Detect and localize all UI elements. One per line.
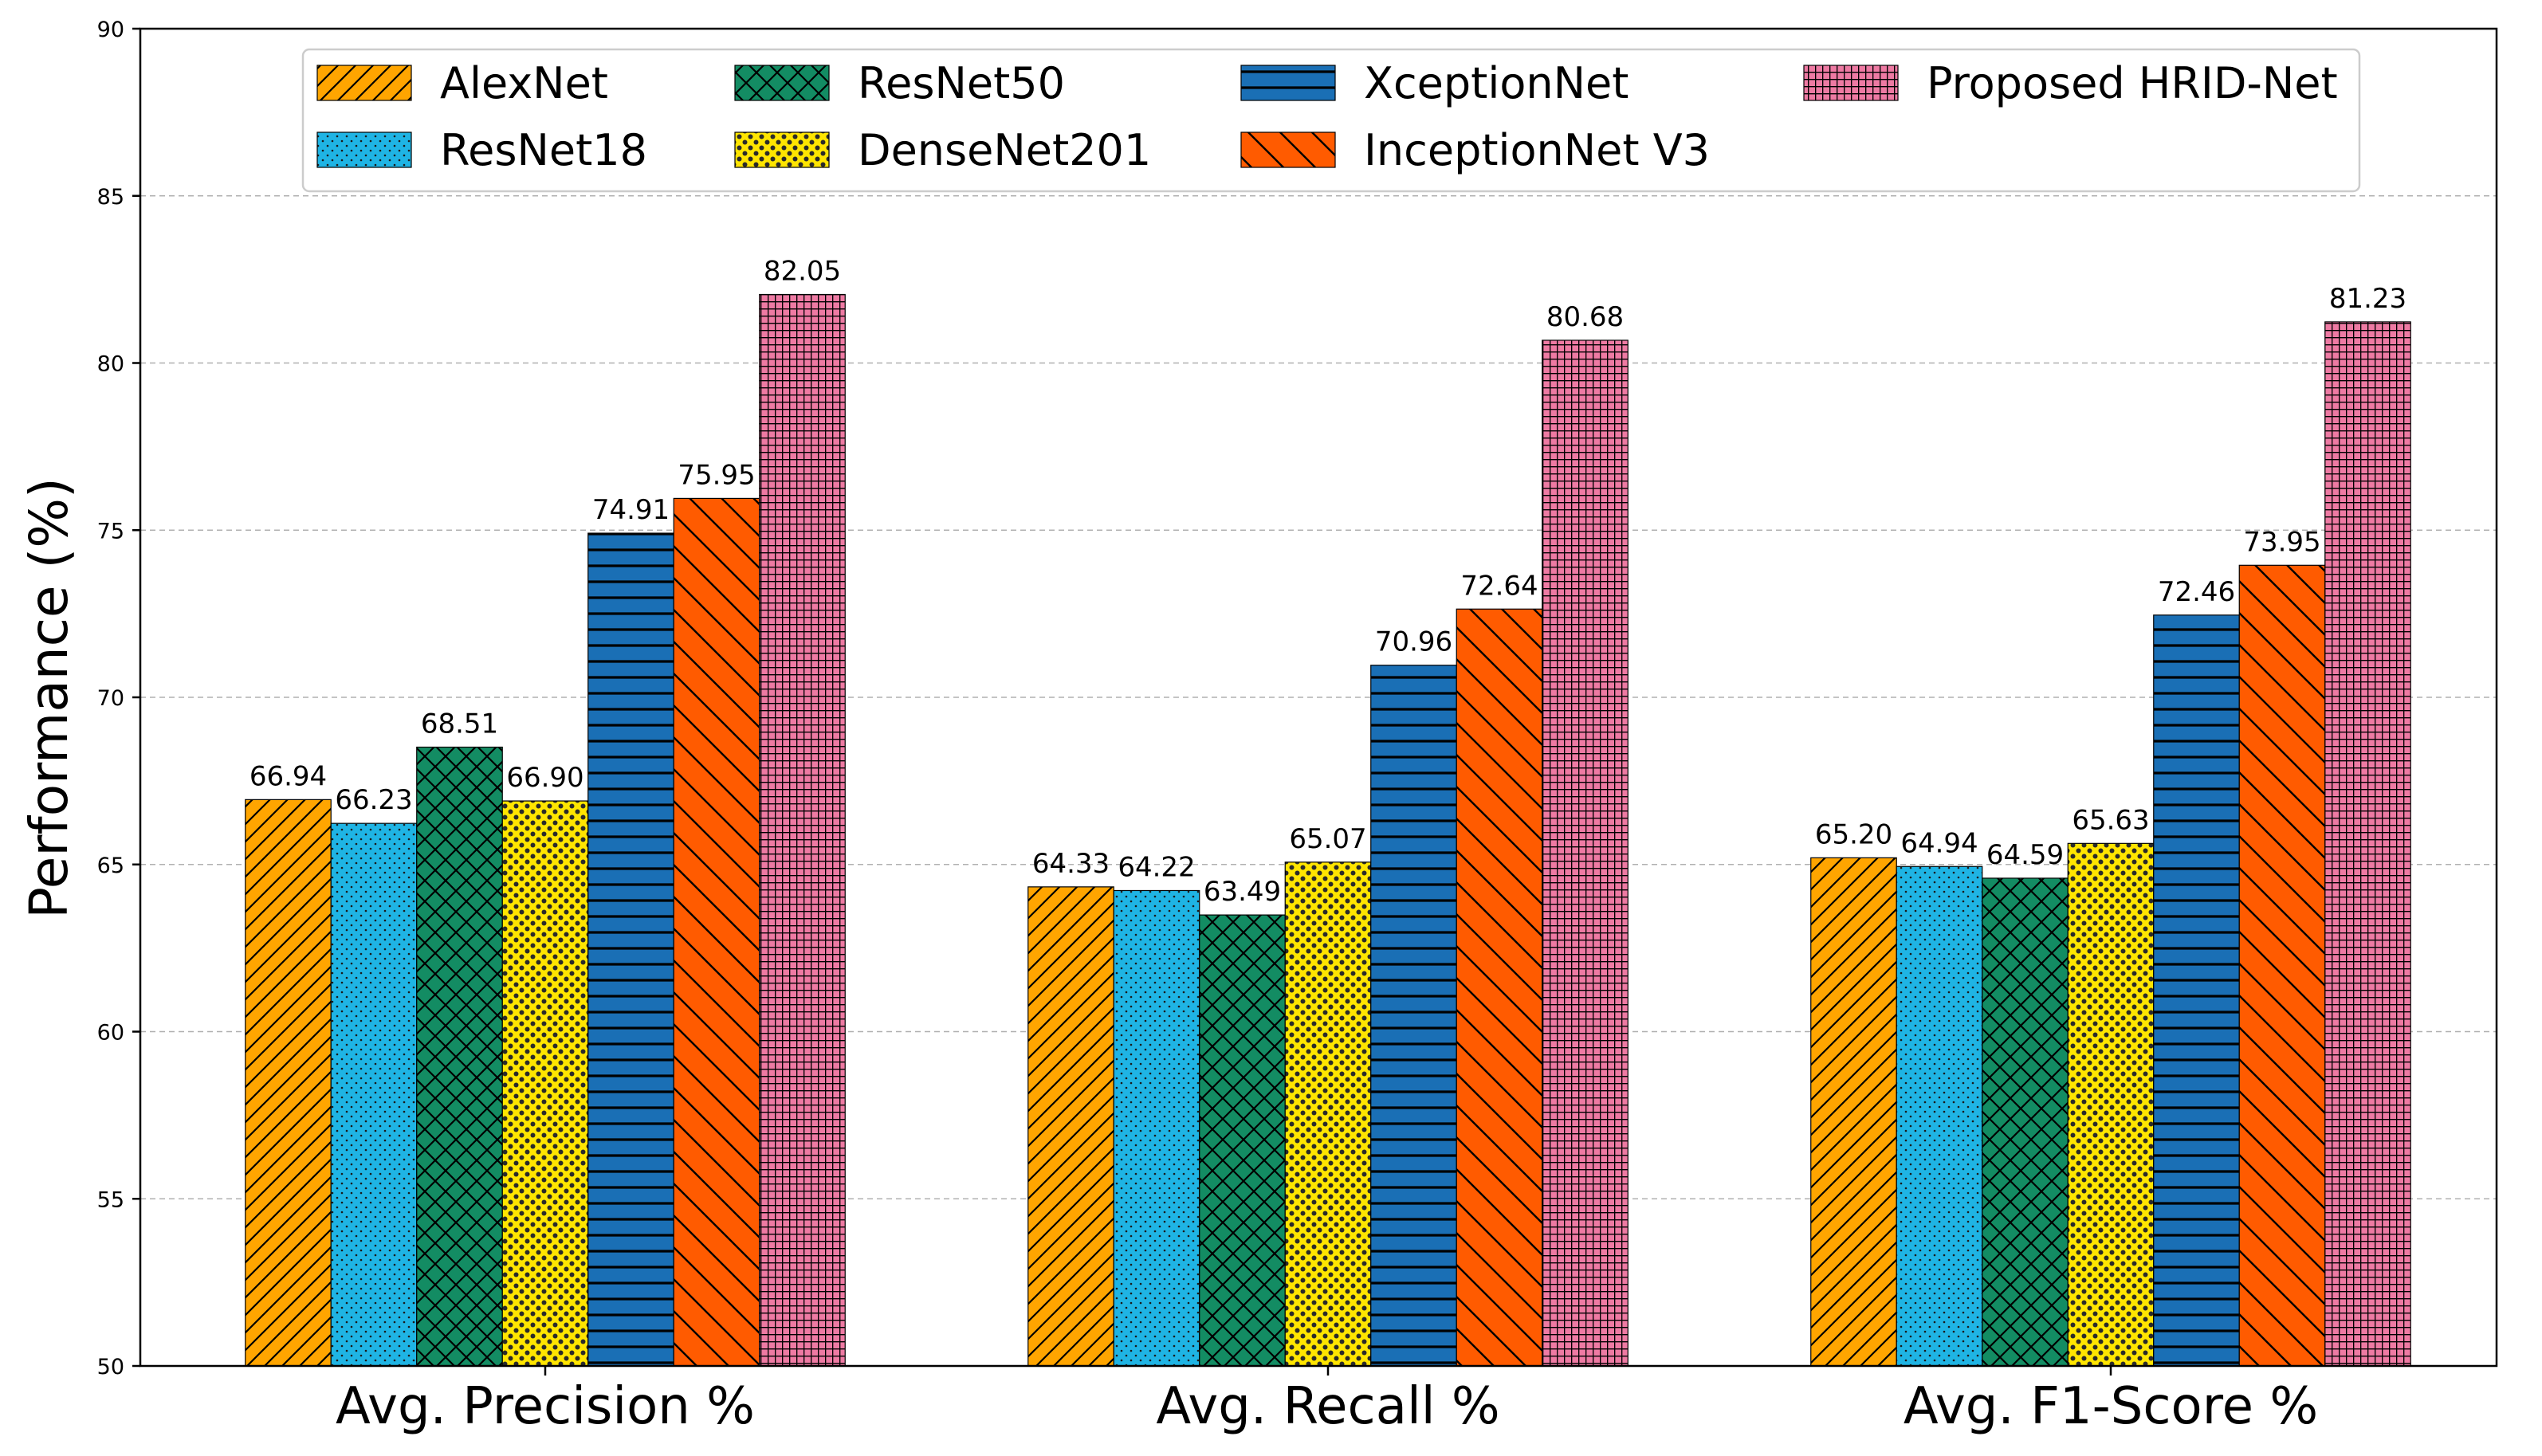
data-label: 72.46 — [2158, 576, 2235, 608]
legend-label: ResNet18 — [440, 125, 647, 175]
bar-densenet201-2 — [1284, 861, 1372, 1367]
y-axis-title: Performance (%) — [18, 477, 80, 918]
data-label: 65.63 — [2072, 804, 2149, 836]
bar-proposed-hrid-net-2 — [1542, 339, 1629, 1367]
y-tick-label: 60 — [97, 1021, 124, 1046]
y-tick-label: 70 — [97, 686, 124, 711]
x-category-label: Avg. Recall % — [1156, 1377, 1499, 1436]
bar-resnet18-2 — [1113, 889, 1200, 1367]
bar-inceptionnet-v3-1 — [673, 497, 760, 1367]
bar-xceptionnet-1 — [587, 532, 674, 1367]
legend-swatch — [1240, 65, 1336, 101]
legend-label: DenseNet201 — [858, 125, 1151, 175]
data-label: 63.49 — [1204, 876, 1281, 908]
data-label: 66.90 — [506, 762, 583, 794]
data-label: 73.95 — [2243, 526, 2320, 558]
data-label: 74.91 — [592, 494, 670, 526]
legend-label: ResNet50 — [858, 58, 1065, 108]
data-label: 64.22 — [1118, 851, 1195, 883]
x-category-label: Avg. F1-Score % — [1904, 1377, 2318, 1436]
bar-densenet201-1 — [501, 800, 589, 1367]
bar-alexnet-3 — [1810, 857, 1897, 1367]
data-label: 70.96 — [1375, 626, 1452, 658]
data-label: 81.23 — [2329, 283, 2406, 315]
legend-label: AlexNet — [440, 58, 608, 108]
data-label: 65.20 — [1815, 818, 1892, 850]
bar-densenet201-3 — [2067, 842, 2155, 1367]
data-label: 65.07 — [1289, 823, 1366, 855]
bar-proposed-hrid-net-3 — [2324, 321, 2411, 1367]
bar-resnet18-3 — [1896, 865, 1983, 1367]
bar-xceptionnet-2 — [1370, 665, 1457, 1367]
data-label: 64.59 — [1986, 839, 2064, 871]
y-tick-label: 80 — [97, 352, 124, 377]
bar-proposed-hrid-net-1 — [759, 293, 846, 1367]
bar-inceptionnet-v3-3 — [2238, 564, 2326, 1367]
legend-swatch — [734, 65, 830, 101]
y-tick-label: 65 — [97, 854, 124, 878]
bar-resnet50-3 — [1982, 877, 2069, 1367]
data-label: 68.51 — [421, 708, 498, 740]
data-label: 75.95 — [678, 459, 755, 491]
legend-label: XceptionNet — [1364, 58, 1629, 108]
y-tick-label: 55 — [97, 1187, 124, 1212]
legend-label: InceptionNet V3 — [1364, 125, 1710, 175]
legend-swatch — [316, 131, 412, 168]
bar-resnet18-1 — [330, 822, 418, 1367]
x-category-label: Avg. Precision % — [336, 1377, 755, 1436]
data-label: 66.94 — [249, 760, 327, 792]
legend-label: Proposed HRID-Net — [1927, 58, 2338, 108]
y-tick-label: 90 — [97, 18, 124, 42]
bars — [245, 293, 2411, 1367]
y-tick-label: 85 — [97, 185, 124, 210]
data-label: 82.05 — [764, 256, 841, 288]
legend-swatch — [1803, 65, 1899, 101]
data-label: 64.33 — [1032, 848, 1110, 880]
bar-alexnet-2 — [1027, 886, 1114, 1367]
x-axis: Avg. Precision % Avg. Recall % Avg. F1-Sco… — [336, 1366, 2318, 1436]
bar-alexnet-1 — [245, 799, 332, 1367]
bar-resnet50-1 — [416, 746, 503, 1367]
bar-xceptionnet-3 — [2153, 614, 2240, 1367]
bar-inceptionnet-v3-2 — [1456, 608, 1543, 1367]
data-label: 80.68 — [1546, 301, 1624, 333]
legend: AlexNet ResNet18 ResNet50 DenseNet201 Xcepti… — [301, 48, 2361, 193]
legend-swatch — [316, 65, 412, 101]
data-label: 72.64 — [1460, 570, 1538, 602]
legend-swatch — [1240, 131, 1336, 168]
legend-swatch — [734, 131, 830, 168]
data-label: 66.23 — [335, 784, 412, 816]
bar-resnet50-2 — [1199, 914, 1286, 1367]
y-axis: 50 55 60 65 70 75 80 85 90 — [97, 18, 140, 1379]
y-tick-label: 75 — [97, 519, 124, 544]
data-label: 64.94 — [1900, 827, 1978, 859]
y-tick-label: 50 — [97, 1355, 124, 1379]
